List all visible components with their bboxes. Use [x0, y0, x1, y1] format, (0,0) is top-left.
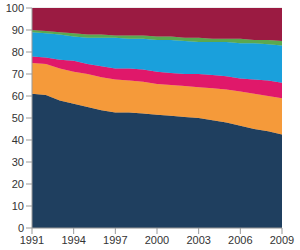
svg-text:70: 70: [12, 68, 24, 80]
svg-text:60: 60: [12, 90, 24, 102]
svg-text:20: 20: [12, 178, 24, 190]
svg-text:1991: 1991: [20, 234, 44, 246]
svg-text:2003: 2003: [186, 234, 210, 246]
svg-text:100: 100: [8, 2, 24, 14]
svg-text:80: 80: [12, 46, 24, 58]
svg-text:1997: 1997: [103, 234, 127, 246]
svg-text:1994: 1994: [61, 234, 85, 246]
svg-text:50: 50: [12, 112, 24, 124]
svg-text:2009: 2009: [270, 234, 292, 246]
svg-text:40: 40: [12, 134, 24, 146]
svg-text:30: 30: [12, 156, 24, 168]
svg-text:10: 10: [12, 200, 24, 212]
svg-text:2006: 2006: [228, 234, 252, 246]
svg-text:2000: 2000: [145, 234, 169, 246]
svg-text:0: 0: [18, 222, 24, 234]
svg-text:90: 90: [12, 24, 24, 36]
